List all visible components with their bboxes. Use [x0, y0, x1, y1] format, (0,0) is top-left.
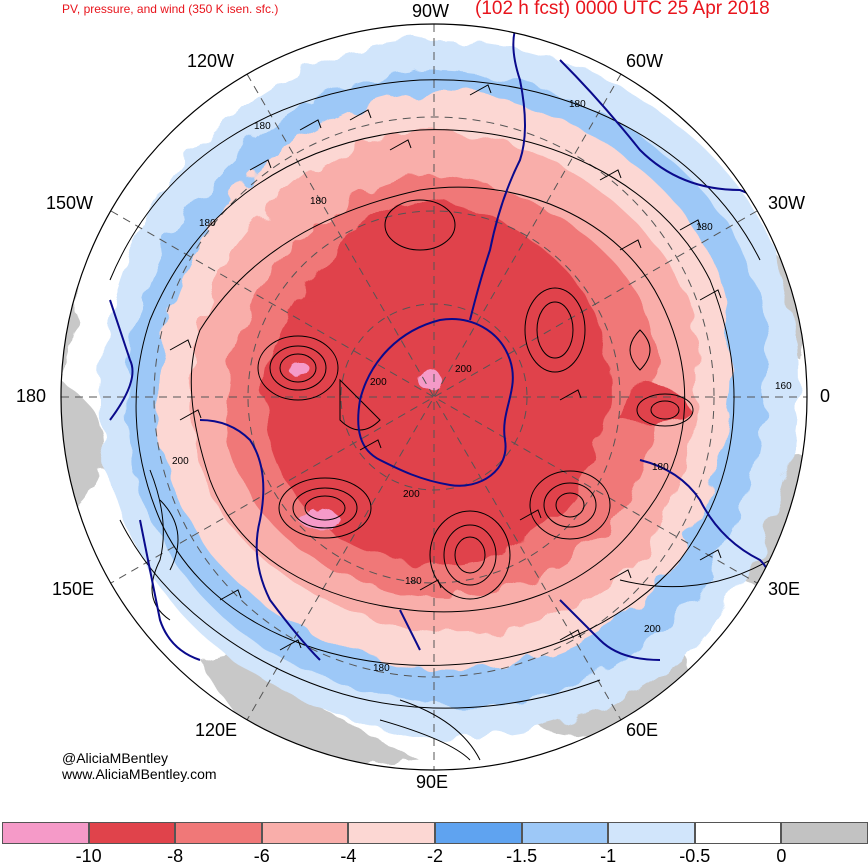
contour-label: 200	[403, 489, 420, 500]
contour-value-labels: 180 180 180 180 180 180 180 180 200 200 …	[172, 99, 792, 674]
credit-handle: @AliciaMBentley	[62, 750, 169, 766]
polar-map: 180 180 180 180 180 180 180 180 200 200 …	[60, 23, 808, 771]
colorbar-box	[781, 822, 868, 844]
colorbar-box	[2, 822, 89, 844]
wind-barbs	[169, 84, 722, 651]
contour-label: 180	[199, 218, 216, 229]
colorbar-tick-label: -4	[340, 846, 357, 866]
contour-label: 160	[775, 381, 792, 392]
contour-label: 180	[254, 121, 271, 132]
contour-label: 200	[644, 624, 661, 635]
pv-shading: 180 180 180 180 180 180 180 180 200 200 …	[61, 24, 807, 770]
colorbar-tick-label: -1	[600, 846, 617, 866]
contour-label: 180	[569, 99, 586, 110]
colorbar-box	[435, 822, 522, 844]
colorbar-tick-label: -2	[426, 846, 444, 866]
lon-label-60e: 60E	[626, 720, 659, 740]
forecast-valid-time: (102 h fcst) 0000 UTC 25 Apr 2018	[475, 0, 770, 19]
colorbar-tick-label: -10	[75, 846, 102, 866]
lon-label-90w: 90W	[412, 1, 450, 21]
colorbar-box	[694, 822, 782, 844]
pressure-contours	[109, 79, 771, 761]
colorbar-tick-label: -6	[253, 846, 270, 866]
colorbar-tick-label: 0	[776, 846, 787, 866]
contour-label: 180	[373, 663, 390, 674]
lon-label-150e: 150E	[52, 579, 95, 599]
lon-label-60w: 60W	[626, 51, 664, 71]
colorbar-box	[521, 822, 609, 844]
graticule	[61, 24, 807, 770]
contour-label: 180	[310, 196, 327, 207]
lon-label-30e: 30E	[768, 579, 801, 599]
lon-label-0: 0	[820, 386, 831, 406]
contour-label: 200	[455, 364, 472, 375]
contour-label: 180	[652, 462, 669, 473]
colorbar-tick-label: -1.5	[506, 846, 538, 866]
colorbar-tick-label: -0.5	[679, 846, 711, 866]
colorbar-box	[608, 822, 695, 844]
map-border	[60, 23, 808, 771]
contour-label: 180	[405, 576, 422, 587]
colorbar-box	[261, 822, 349, 844]
lon-label-120e: 120E	[195, 720, 238, 740]
map-subtitle: PV, pressure, and wind (350 K isen. sfc.…	[62, 2, 279, 16]
contour-label: 200	[370, 377, 387, 388]
contour-label: 200	[172, 456, 189, 467]
credit-website: www.AliciaMBentley.com	[62, 766, 217, 782]
colorbar-tick-label: -8	[167, 846, 184, 866]
colorbar-box	[88, 822, 176, 844]
coastlines	[109, 29, 801, 661]
lon-label-30w: 30W	[768, 193, 806, 213]
colorbar	[0, 822, 868, 844]
lon-label-150w: 150W	[46, 193, 94, 213]
lon-label-180: 180	[16, 386, 47, 406]
colorbar-box	[175, 822, 262, 844]
lon-label-90e: 90E	[416, 772, 449, 792]
contour-label: 180	[696, 222, 713, 233]
colorbar-box	[348, 822, 435, 844]
lon-label-120w: 120W	[187, 51, 235, 71]
